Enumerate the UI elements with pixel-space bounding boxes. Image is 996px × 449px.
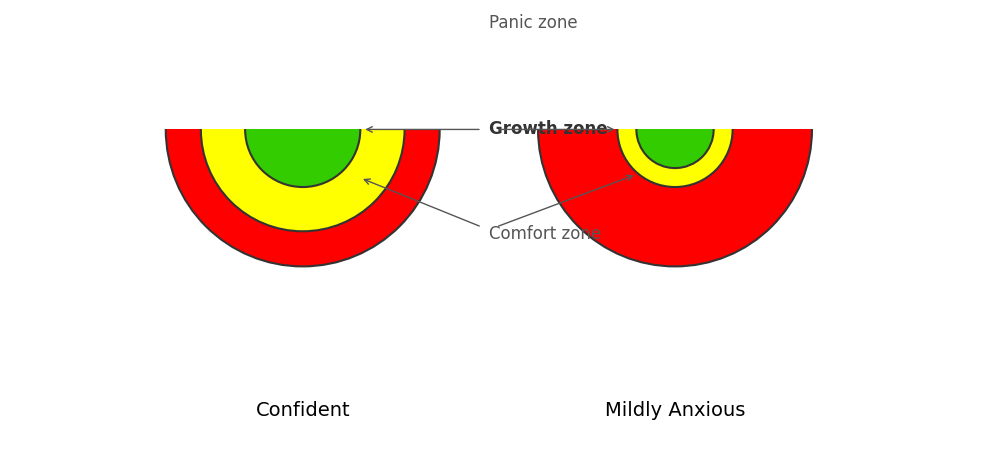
Text: Panic zone: Panic zone bbox=[489, 14, 578, 32]
Text: Comfort zone: Comfort zone bbox=[489, 225, 601, 243]
Circle shape bbox=[245, 72, 361, 187]
Circle shape bbox=[201, 27, 404, 231]
Text: Growth zone: Growth zone bbox=[489, 120, 608, 138]
Circle shape bbox=[165, 0, 439, 266]
Circle shape bbox=[618, 72, 733, 187]
Text: Confident: Confident bbox=[255, 401, 350, 420]
Circle shape bbox=[636, 91, 714, 168]
Circle shape bbox=[538, 0, 812, 266]
Text: Mildly Anxious: Mildly Anxious bbox=[605, 401, 745, 420]
